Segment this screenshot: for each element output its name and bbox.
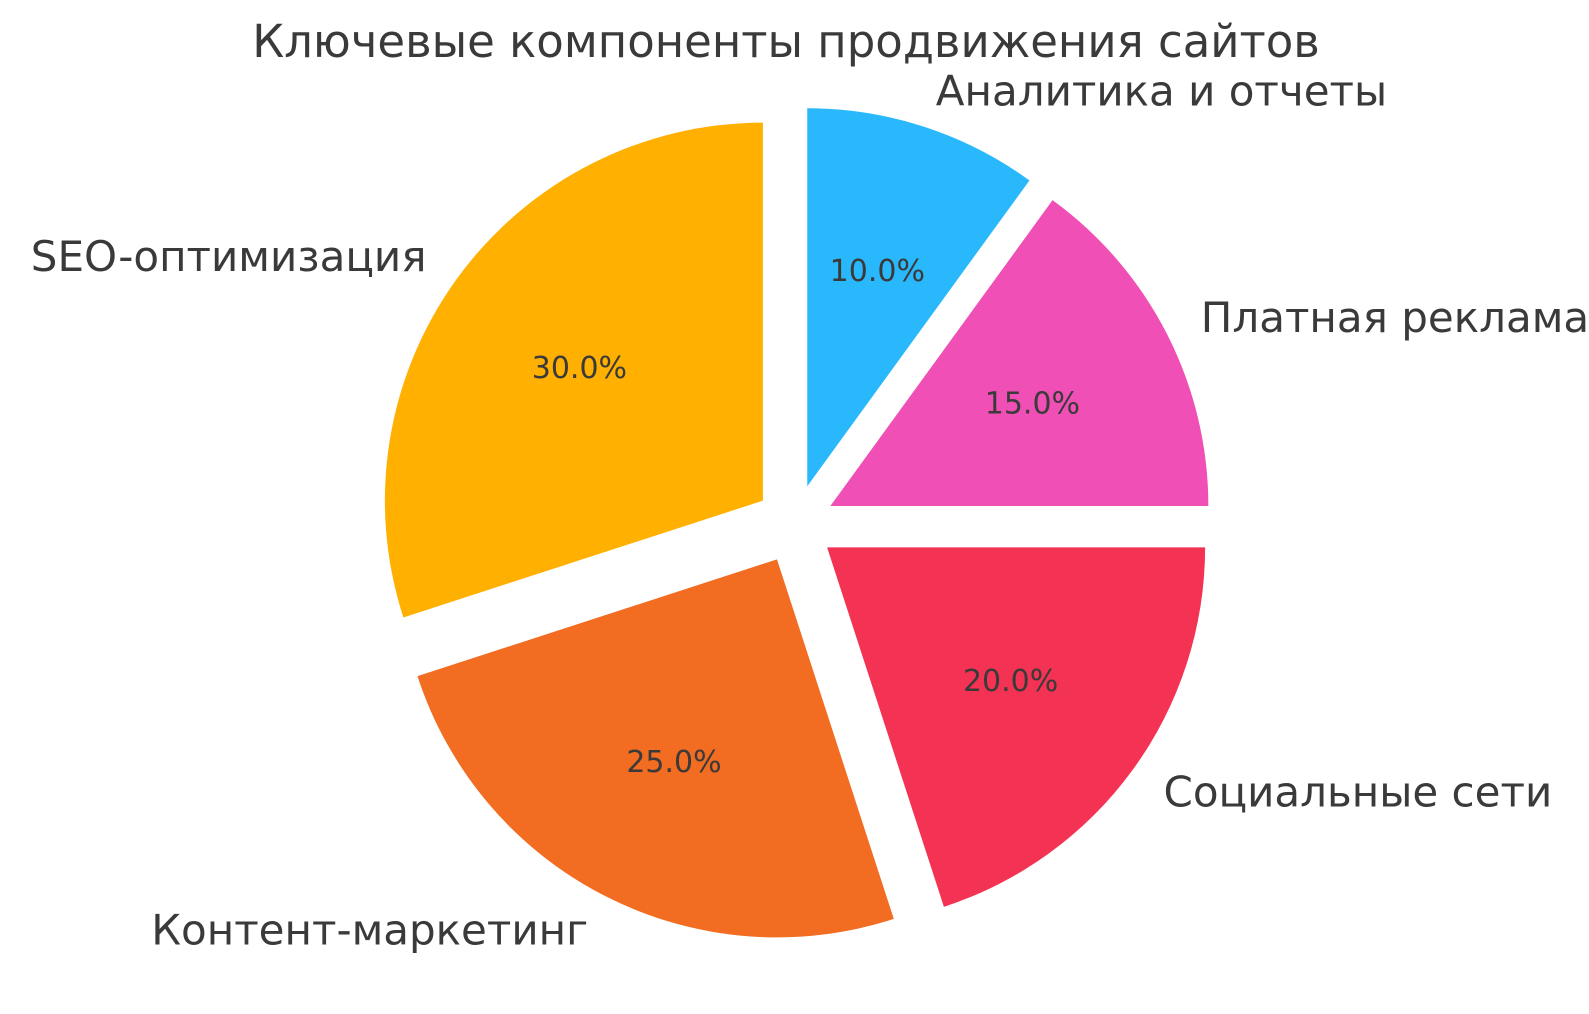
pie-pct-label-2: 20.0% <box>963 664 1058 699</box>
pie-pct-label-4: 30.0% <box>532 351 627 386</box>
pie-category-label-2: Социальные сети <box>1164 767 1553 816</box>
pie-slice-0 <box>807 108 1030 487</box>
pie-slice-1 <box>830 200 1209 506</box>
pie-labels-group: 10.0% Аналитика и отчеты 15.0% Платная рекл… <box>31 67 1589 955</box>
chart-title: Ключевые компоненты продвижения сайтов <box>252 15 1320 68</box>
pie-pct-label-1: 15.0% <box>985 387 1080 422</box>
pie-slices-group <box>384 108 1209 938</box>
pie-slice-3 <box>417 559 894 938</box>
pie-slice-4 <box>384 122 763 618</box>
pie-slice-2 <box>827 547 1206 907</box>
pie-category-label-3: Контент-маркетинг <box>151 906 588 955</box>
pie-pct-label-3: 25.0% <box>626 745 721 780</box>
pie-category-label-1: Платная реклама <box>1201 293 1589 342</box>
pie-category-label-4: SEO-оптимизация <box>31 232 427 281</box>
pie-category-label-0: Аналитика и отчеты <box>936 67 1387 116</box>
pie-pct-label-0: 10.0% <box>830 254 925 289</box>
